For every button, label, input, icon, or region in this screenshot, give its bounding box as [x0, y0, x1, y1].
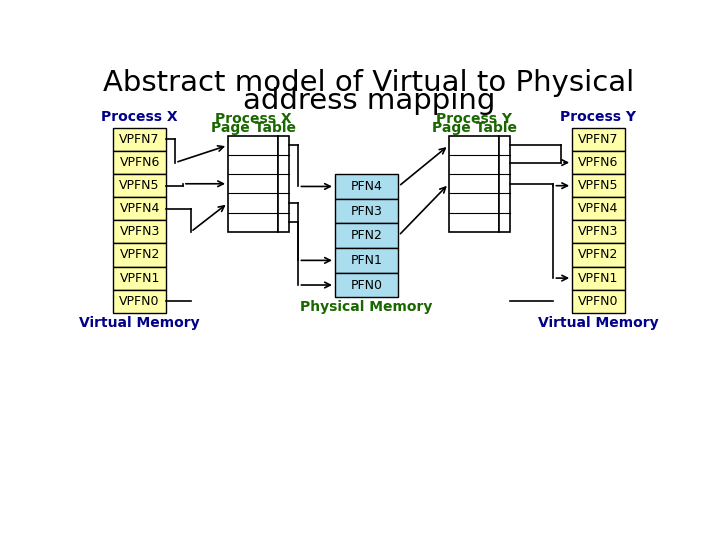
Text: VPFN1: VPFN1 [578, 272, 618, 285]
Text: PFN0: PFN0 [351, 279, 382, 292]
Text: Virtual Memory: Virtual Memory [538, 316, 659, 330]
Bar [113, 220, 166, 244]
Bar [572, 244, 625, 267]
Text: VPFN6: VPFN6 [578, 156, 618, 169]
Bar [572, 289, 625, 313]
Bar [572, 151, 625, 174]
Bar [335, 199, 398, 224]
Text: Process Y: Process Y [436, 112, 512, 126]
Bar [449, 136, 499, 232]
Text: VPFN0: VPFN0 [578, 295, 618, 308]
Text: VPFN4: VPFN4 [120, 202, 160, 215]
Text: VPFN3: VPFN3 [120, 225, 160, 238]
Text: Abstract model of Virtual to Physical: Abstract model of Virtual to Physical [104, 69, 634, 97]
Bar [572, 267, 625, 289]
Bar [572, 220, 625, 244]
Text: Physical Memory: Physical Memory [300, 300, 433, 314]
Text: address mapping: address mapping [243, 87, 495, 115]
Text: VPFN4: VPFN4 [578, 202, 618, 215]
Text: VPFN2: VPFN2 [120, 248, 160, 261]
Text: PFN4: PFN4 [351, 180, 382, 193]
Bar [113, 174, 166, 197]
Bar [572, 174, 625, 197]
Text: Page Table: Page Table [211, 121, 296, 135]
Bar [113, 267, 166, 289]
Text: PFN2: PFN2 [351, 230, 382, 242]
Bar [335, 224, 398, 248]
Text: Virtual Memory: Virtual Memory [79, 316, 200, 330]
Bar [572, 128, 625, 151]
Text: VPFN3: VPFN3 [578, 225, 618, 238]
Text: VPFN7: VPFN7 [120, 133, 160, 146]
Text: VPFN5: VPFN5 [120, 179, 160, 192]
Bar [113, 197, 166, 220]
Bar [499, 136, 510, 232]
Text: VPFN6: VPFN6 [120, 156, 160, 169]
Bar [228, 136, 279, 232]
Bar [335, 174, 398, 199]
Text: Process X: Process X [215, 112, 292, 126]
Text: VPFN1: VPFN1 [120, 272, 160, 285]
Text: VPFN7: VPFN7 [578, 133, 618, 146]
Bar [113, 128, 166, 151]
Text: VPFN2: VPFN2 [578, 248, 618, 261]
Text: Process Y: Process Y [560, 110, 636, 124]
Bar [335, 273, 398, 298]
Bar [572, 197, 625, 220]
Text: PFN3: PFN3 [351, 205, 382, 218]
Bar [279, 136, 289, 232]
Text: Page Table: Page Table [431, 121, 516, 135]
Bar [335, 248, 398, 273]
Bar [113, 289, 166, 313]
Bar [113, 244, 166, 267]
Text: VPFN0: VPFN0 [120, 295, 160, 308]
Text: Process X: Process X [102, 110, 178, 124]
Text: PFN1: PFN1 [351, 254, 382, 267]
Text: VPFN5: VPFN5 [578, 179, 618, 192]
Bar [113, 151, 166, 174]
